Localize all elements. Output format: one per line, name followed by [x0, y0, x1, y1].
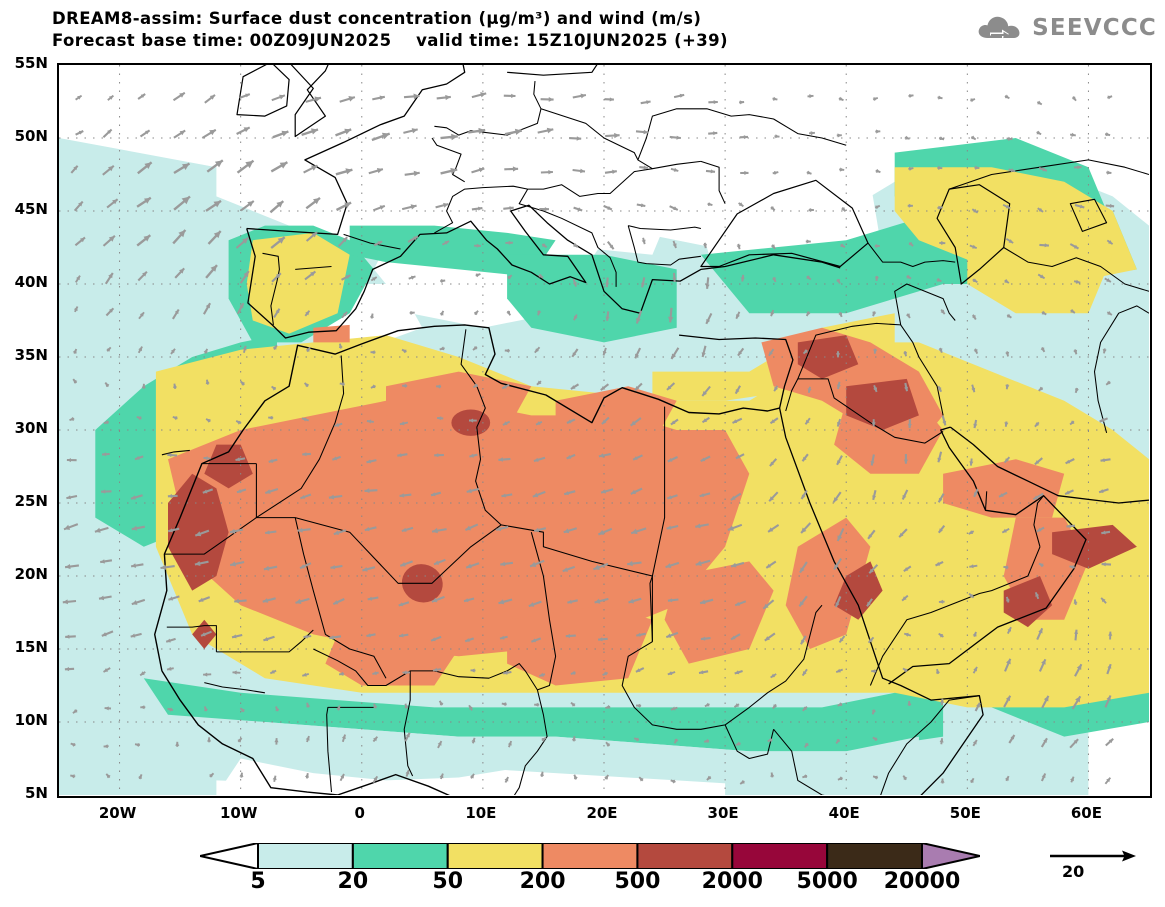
- chart-title-block: DREAM8-assim: Surface dust concentration…: [52, 8, 728, 52]
- wind-scale-key: [1040, 845, 1150, 869]
- dust-cyan-sub-sahel: [143, 714, 919, 788]
- dust-salmon-sahel-w: [325, 634, 459, 686]
- x-tick-0: 0: [354, 804, 365, 822]
- x-tick-60E: 60E: [1070, 804, 1102, 822]
- dust-salmon-sudan: [664, 561, 774, 664]
- dust-salmon-andalusia: [313, 324, 350, 343]
- dust-brick-uae: [1052, 524, 1137, 569]
- coast-ireland: [236, 65, 290, 117]
- coast-canary-islands: [161, 449, 190, 456]
- dust-brick-syria: [797, 335, 859, 379]
- logo-text: SEEVCCC: [1032, 15, 1157, 41]
- colorbar-swatch-6: [731, 842, 829, 870]
- colorbar-labels: 5 20 50 200 500 2000 5000 20000: [200, 869, 980, 897]
- dust-salmon-redsea-w: [785, 517, 871, 649]
- coast-caspian-sea: [936, 184, 1011, 285]
- x-tick-20W: 20W: [98, 804, 137, 822]
- coast-western-europe: [246, 65, 466, 236]
- colorbar-swatch-2: [351, 842, 449, 870]
- coast-west-africa-south: [161, 670, 450, 795]
- colorbar-label-5: 5: [250, 869, 266, 894]
- colorbar-swatch-1: [257, 842, 354, 870]
- y-tick-5N: 5N: [25, 784, 48, 802]
- country-borders: [164, 81, 1149, 795]
- coast-turkey-levant: [679, 334, 794, 409]
- wind-vector-arrow-icon: [1050, 850, 1136, 862]
- y-tick-50N: 50N: [14, 127, 48, 145]
- cloud-icon: [978, 16, 1020, 39]
- y-tick-25N: 25N: [14, 492, 48, 510]
- colorbar-label-500: 500: [614, 869, 661, 894]
- y-tick-35N: 35N: [14, 346, 48, 364]
- dust-yellow-iberia: [246, 232, 350, 334]
- coast-iran-south: [950, 426, 1149, 504]
- x-tick-10E: 10E: [465, 804, 497, 822]
- x-tick-10W: 10W: [219, 804, 258, 822]
- wind-scale-label: 20: [1062, 862, 1085, 881]
- map-plot-area: [57, 63, 1152, 798]
- chart-title-line2: Forecast base time: 00Z09JUN2025 valid t…: [52, 30, 728, 50]
- chart-title-line1: DREAM8-assim: Surface dust concentration…: [52, 9, 702, 28]
- y-tick-10N: 10N: [14, 711, 48, 729]
- dust-brick-oman-core: [1003, 576, 1053, 628]
- coast-great-britain: [290, 65, 329, 138]
- colorbar-label-5000: 5000: [796, 869, 858, 894]
- dust-teal-n-med: [349, 225, 556, 277]
- x-tick-30E: 30E: [707, 804, 739, 822]
- dust-concentration-map: [59, 65, 1149, 795]
- colorbar-swatch-5: [636, 842, 734, 870]
- y-tick-40N: 40N: [14, 273, 48, 291]
- dust-brick-iraq: [846, 378, 919, 430]
- coast-mediterranean-europe: [246, 204, 841, 339]
- x-tick-40E: 40E: [828, 804, 860, 822]
- colorbar-swatch-4: [541, 842, 639, 870]
- colorbar-swatch-7: [826, 842, 924, 870]
- y-tick-20N: 20N: [14, 565, 48, 583]
- dust-salmon-algeria-n: [386, 371, 532, 430]
- colorbar-label-2000: 2000: [701, 869, 763, 894]
- colorbar-swatch-below-min: [199, 841, 259, 871]
- colorbar-swatch-3: [446, 842, 544, 870]
- coast-aral-sea: [1069, 198, 1108, 232]
- colorbar-swatch-above-max: [921, 841, 981, 871]
- colorbar-swatches: [199, 841, 981, 871]
- x-tick-50E: 50E: [949, 804, 981, 822]
- wind-vector-field: [62, 91, 1115, 785]
- colorbar-label-20000: 20000: [883, 869, 961, 894]
- dust-brick-wsahara: [204, 444, 253, 489]
- dust-teal-adriatic: [507, 254, 677, 343]
- coast-africa-north: [154, 324, 780, 672]
- x-tick-20E: 20E: [586, 804, 618, 822]
- y-tick-55N: 55N: [14, 54, 48, 72]
- y-tick-45N: 45N: [14, 200, 48, 218]
- dust-salmon-sahel-c: [507, 605, 653, 686]
- coast-arabia-east: [888, 426, 1087, 685]
- y-tick-30N: 30N: [14, 419, 48, 437]
- seevccc-logo: SEEVCCC: [975, 12, 1157, 44]
- colorbar-label-50: 50: [432, 869, 464, 894]
- colorbar: [199, 841, 981, 871]
- colorbar-label-20: 20: [337, 869, 369, 894]
- white-equatorial: [216, 751, 726, 795]
- coast-red-sea-horn: [778, 407, 984, 795]
- y-tick-15N: 15N: [14, 638, 48, 656]
- coast-scandinavia-baltic: [507, 65, 598, 76]
- dust-brick-algeria: [451, 409, 491, 436]
- colorbar-label-200: 200: [519, 869, 566, 894]
